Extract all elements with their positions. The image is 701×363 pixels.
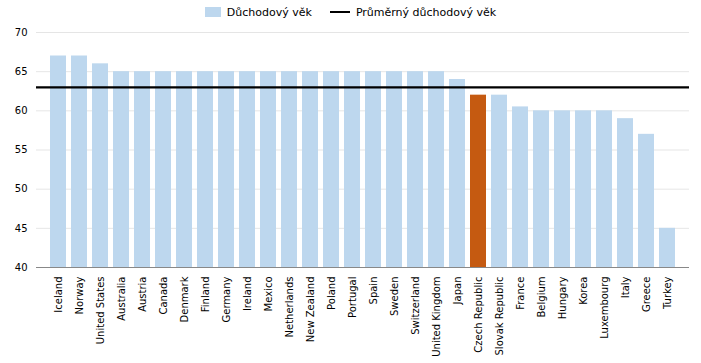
svg-text:Korea: Korea <box>578 277 589 305</box>
html-text:Důchodový věk: Důchodový věk <box>226 5 312 19</box>
svg-text:Greece: Greece <box>641 277 652 313</box>
svg-text:Australia: Australia <box>116 277 127 321</box>
svg-text:Canada: Canada <box>158 277 169 315</box>
svg-text:New Zealand: New Zealand <box>305 277 316 343</box>
svg-text:Portugal: Portugal <box>347 277 358 318</box>
svg-text:United Kingdom: United Kingdom <box>431 277 442 357</box>
svg-text:Germany: Germany <box>221 276 232 322</box>
svg-text:40: 40 <box>15 262 28 273</box>
svg-text:Slovak Republic: Slovak Republic <box>494 277 505 356</box>
svg-text:70: 70 <box>15 27 28 38</box>
svg-text:Mexico: Mexico <box>263 277 274 312</box>
svg-text:Austria: Austria <box>137 277 148 312</box>
svg-text:Iceland: Iceland <box>53 277 64 313</box>
svg-text:60: 60 <box>15 105 28 116</box>
svg-text:Netherlands: Netherlands <box>284 277 295 338</box>
svg-text:Luxembourg: Luxembourg <box>599 277 610 339</box>
svg-text:Czech Republic: Czech Republic <box>473 277 484 353</box>
svg-text:Hungary: Hungary <box>557 276 568 319</box>
svg-text:Poland: Poland <box>326 277 337 310</box>
svg-text:France: France <box>515 277 526 310</box>
svg-text:Belgium: Belgium <box>536 277 547 318</box>
svg-text:55: 55 <box>15 144 28 155</box>
svg-text:45: 45 <box>15 223 28 234</box>
svg-text:Italy: Italy <box>620 276 631 298</box>
svg-text:50: 50 <box>15 183 28 194</box>
svg-text:Sweden: Sweden <box>389 277 400 317</box>
svg-text:Japan: Japan <box>452 277 463 306</box>
svg-text:Spain: Spain <box>368 277 379 305</box>
svg-text:Finland: Finland <box>200 277 211 313</box>
svg-text:65: 65 <box>15 66 28 77</box>
svg-text:United States: United States <box>95 277 106 345</box>
svg-text:Turkey: Turkey <box>662 276 673 310</box>
svg-text:Switzerland: Switzerland <box>410 277 421 335</box>
html-text:Průměrný důchodový věk: Průměrný důchodový věk <box>355 5 497 19</box>
svg-text:Denmark: Denmark <box>179 276 190 322</box>
svg-text:Norway: Norway <box>74 276 85 314</box>
svg-text:Ireland: Ireland <box>242 277 253 312</box>
